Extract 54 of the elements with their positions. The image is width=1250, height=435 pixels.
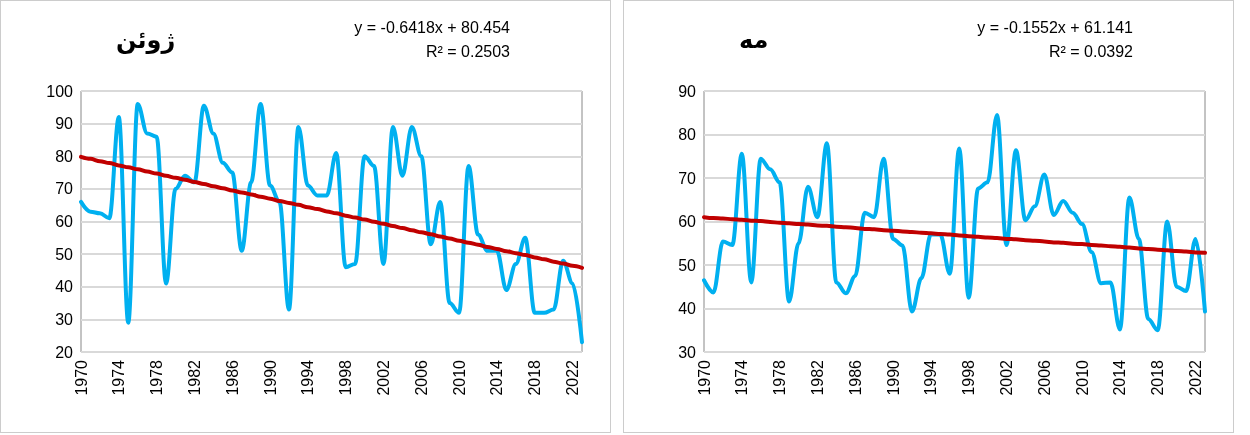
y-tick-label: 30 bbox=[55, 310, 74, 328]
y-tick-label: 90 bbox=[55, 115, 74, 133]
x-tick-label: 1990 bbox=[884, 359, 902, 396]
y-tick-label: 100 bbox=[46, 82, 74, 100]
text: R² = 0.0392 bbox=[1048, 42, 1134, 60]
y-tick-label: 20 bbox=[55, 343, 74, 361]
y-tick-label: 90 bbox=[678, 82, 697, 100]
y-tick-label: 60 bbox=[55, 213, 74, 230]
x-tick-label: 1982 bbox=[185, 359, 203, 396]
line-series bbox=[702, 112, 1207, 333]
x-tick-label: 2006 bbox=[412, 359, 430, 396]
y-tick-label: 80 bbox=[55, 147, 74, 165]
line-series bbox=[79, 102, 584, 345]
y-tick-label: 40 bbox=[678, 300, 697, 317]
x-tick-label: 2022 bbox=[564, 359, 582, 396]
x-tick-label: 2018 bbox=[526, 359, 544, 396]
x-tick-label: 1970 bbox=[695, 359, 713, 396]
x-tick-label: 1974 bbox=[733, 359, 751, 396]
y-tick-label: 70 bbox=[55, 180, 74, 198]
x-tick-label: 2018 bbox=[1149, 359, 1167, 396]
x-tick-label: 2010 bbox=[1073, 359, 1091, 396]
x-tick-label: 1994 bbox=[299, 359, 317, 396]
x-tick-label: 1978 bbox=[148, 359, 166, 396]
chart-title: مه bbox=[739, 26, 769, 54]
x-tick-label: 2014 bbox=[488, 359, 506, 396]
x-tick-label: 2002 bbox=[997, 359, 1015, 396]
text: y = -0.6418x + 80.454 bbox=[354, 18, 511, 36]
x-tick-label: 2014 bbox=[1111, 359, 1129, 396]
x-tick-label: 1990 bbox=[261, 359, 279, 396]
y-tick-label: 50 bbox=[55, 245, 74, 263]
x-tick-label: 1978 bbox=[771, 359, 789, 396]
y-tick-label: 80 bbox=[678, 126, 697, 143]
x-tick-label: 2006 bbox=[1035, 359, 1053, 396]
x-tick-label: 2010 bbox=[450, 359, 468, 396]
x-tick-label: 2022 bbox=[1187, 359, 1205, 396]
x-tick-label: 1970 bbox=[72, 359, 90, 396]
x-tick-label: 1986 bbox=[846, 359, 864, 396]
y-tick-label: 70 bbox=[678, 169, 697, 187]
x-tick-label: 1998 bbox=[337, 359, 355, 396]
y-tick-label: 60 bbox=[678, 213, 697, 230]
y-tick-label: 40 bbox=[55, 278, 74, 296]
x-tick-label: 2002 bbox=[374, 359, 392, 396]
y-tick-label: 50 bbox=[678, 256, 697, 274]
x-tick-label: 1974 bbox=[110, 359, 128, 396]
x-tick-label: 1994 bbox=[922, 359, 940, 396]
x-tick-label: 1982 bbox=[808, 359, 826, 396]
y-tick-label: 30 bbox=[678, 343, 697, 361]
line-series bbox=[79, 154, 584, 270]
x-tick-label: 1998 bbox=[960, 359, 978, 396]
text: R² = 0.2503 bbox=[425, 42, 511, 60]
chart-title: ژوئن bbox=[116, 26, 176, 54]
text: y = -0.1552x + 61.141 bbox=[977, 18, 1134, 36]
x-tick-label: 1986 bbox=[223, 359, 241, 396]
line-series bbox=[702, 215, 1207, 255]
